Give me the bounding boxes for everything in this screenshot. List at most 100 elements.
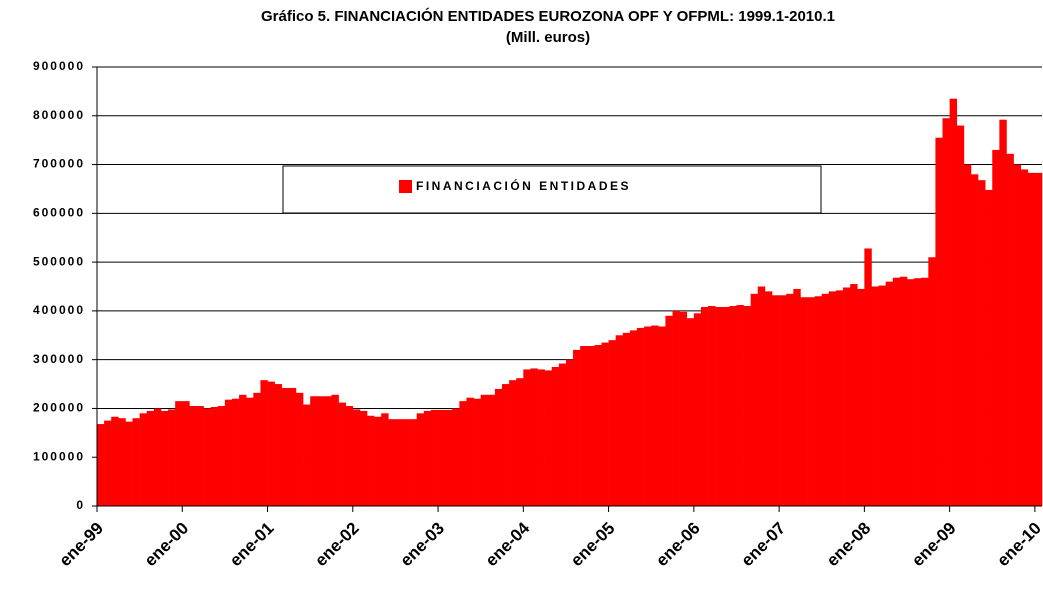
legend-label: FINANCIACIÓN ENTIDADES xyxy=(416,178,631,193)
bar xyxy=(693,313,702,506)
chart-title: Gráfico 5. FINANCIACIÓN ENTIDADES EUROZO… xyxy=(261,7,835,25)
bar xyxy=(615,335,624,506)
bar xyxy=(253,392,261,506)
bar xyxy=(409,419,418,506)
bar xyxy=(843,287,851,506)
y-tick-label: 0 xyxy=(76,498,85,512)
bar xyxy=(175,401,183,506)
bar xyxy=(914,278,922,506)
bar xyxy=(764,291,773,506)
bar xyxy=(942,118,950,506)
bar xyxy=(992,149,1000,506)
bar xyxy=(423,410,432,506)
bar xyxy=(708,306,716,506)
bar xyxy=(686,318,695,506)
bar xyxy=(551,366,560,506)
bar xyxy=(189,406,197,506)
bar xyxy=(608,340,616,506)
bar xyxy=(857,288,865,506)
bar xyxy=(132,418,140,506)
bar xyxy=(246,397,254,506)
y-tick-label: 200000 xyxy=(33,401,85,415)
bar xyxy=(317,396,325,506)
bar xyxy=(203,408,211,506)
bar xyxy=(473,398,481,506)
bar xyxy=(779,295,787,506)
y-tick-label: 800000 xyxy=(33,108,85,122)
x-tick-label: ene-01 xyxy=(226,519,278,571)
bar xyxy=(722,306,730,506)
bar xyxy=(573,349,581,506)
bar xyxy=(153,408,162,506)
bar xyxy=(558,363,567,506)
y-tick-label: 700000 xyxy=(33,157,85,171)
bar xyxy=(928,257,936,506)
bar xyxy=(402,419,410,506)
bar xyxy=(921,277,929,506)
bar xyxy=(750,293,759,506)
bar xyxy=(494,388,503,506)
bar xyxy=(580,346,588,506)
bar xyxy=(999,119,1007,507)
bar xyxy=(466,397,474,506)
bar xyxy=(821,293,830,506)
bar xyxy=(331,394,339,506)
bar xyxy=(715,306,723,506)
y-tick-label: 900000 xyxy=(33,59,85,73)
bar xyxy=(835,290,844,506)
bar xyxy=(637,327,645,506)
bar xyxy=(430,409,439,506)
bar xyxy=(985,189,993,507)
bar xyxy=(416,413,425,506)
bar xyxy=(629,330,638,506)
x-tick-label: ene-00 xyxy=(141,519,193,571)
x-tick-label: ene-04 xyxy=(482,518,534,570)
bar xyxy=(899,276,908,506)
bar xyxy=(295,392,304,506)
bar xyxy=(544,370,553,506)
bar xyxy=(963,164,972,507)
bar xyxy=(530,368,538,506)
bar xyxy=(310,396,318,506)
bar xyxy=(509,380,517,506)
bar xyxy=(1006,153,1014,506)
legend-box xyxy=(282,165,822,214)
bar xyxy=(651,325,659,506)
bar xyxy=(644,326,652,506)
bar xyxy=(516,378,524,506)
bar xyxy=(757,286,766,506)
x-tick-label: ene-02 xyxy=(311,519,363,571)
bar xyxy=(160,410,169,506)
bar xyxy=(459,401,467,506)
bar xyxy=(281,387,290,506)
bar xyxy=(1020,169,1029,506)
bar xyxy=(587,346,595,506)
bar xyxy=(111,416,119,506)
bar xyxy=(700,306,709,506)
bar xyxy=(139,413,148,506)
y-tick-label: 400000 xyxy=(33,303,85,317)
bar xyxy=(672,310,680,506)
bar xyxy=(480,394,489,506)
bar xyxy=(125,421,133,506)
y-tick-label: 100000 xyxy=(33,449,85,463)
bar xyxy=(352,409,361,506)
bar xyxy=(118,418,126,506)
bar xyxy=(288,387,297,506)
bar xyxy=(949,98,958,506)
bar xyxy=(907,279,915,506)
bar xyxy=(800,297,808,506)
y-tick-label: 300000 xyxy=(33,352,85,366)
bar xyxy=(217,406,226,506)
bar xyxy=(168,409,176,506)
bar xyxy=(388,419,396,506)
bar xyxy=(1013,164,1021,507)
bar xyxy=(438,409,446,506)
y-tick-label: 600000 xyxy=(33,206,85,220)
x-tick-label: ene-09 xyxy=(908,519,960,571)
bar xyxy=(359,410,368,506)
bar xyxy=(565,359,574,506)
bar xyxy=(487,394,496,506)
bar xyxy=(146,410,155,506)
